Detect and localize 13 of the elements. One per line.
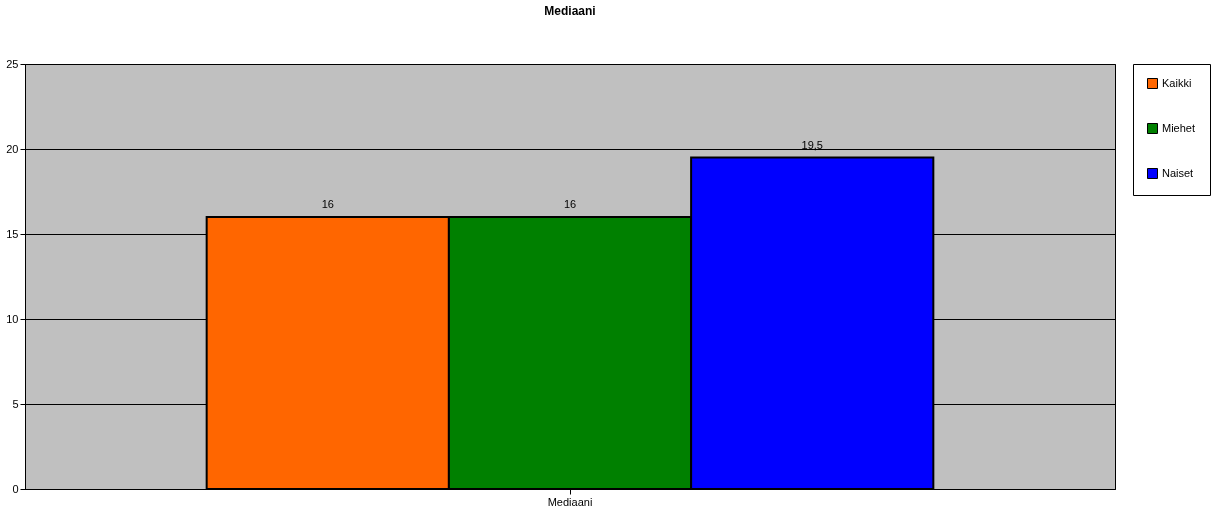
y-tick-label: 25 — [6, 57, 19, 70]
y-tick-label: 5 — [12, 397, 19, 410]
legend-label: Kaikki — [1162, 76, 1192, 89]
legend-label: Naiset — [1162, 166, 1194, 179]
y-tick-label: 20 — [6, 142, 19, 155]
data-label: 16 — [563, 198, 577, 210]
data-label: 16 — [321, 198, 334, 210]
chart-title: Mediaani — [544, 4, 596, 18]
y-tick-label: 0 — [12, 482, 19, 495]
y-tick-label: 10 — [6, 312, 19, 325]
legend-label: Miehet — [1162, 121, 1196, 134]
y-tick-label: 15 — [6, 227, 19, 240]
data-label: 19,5 — [801, 138, 823, 151]
